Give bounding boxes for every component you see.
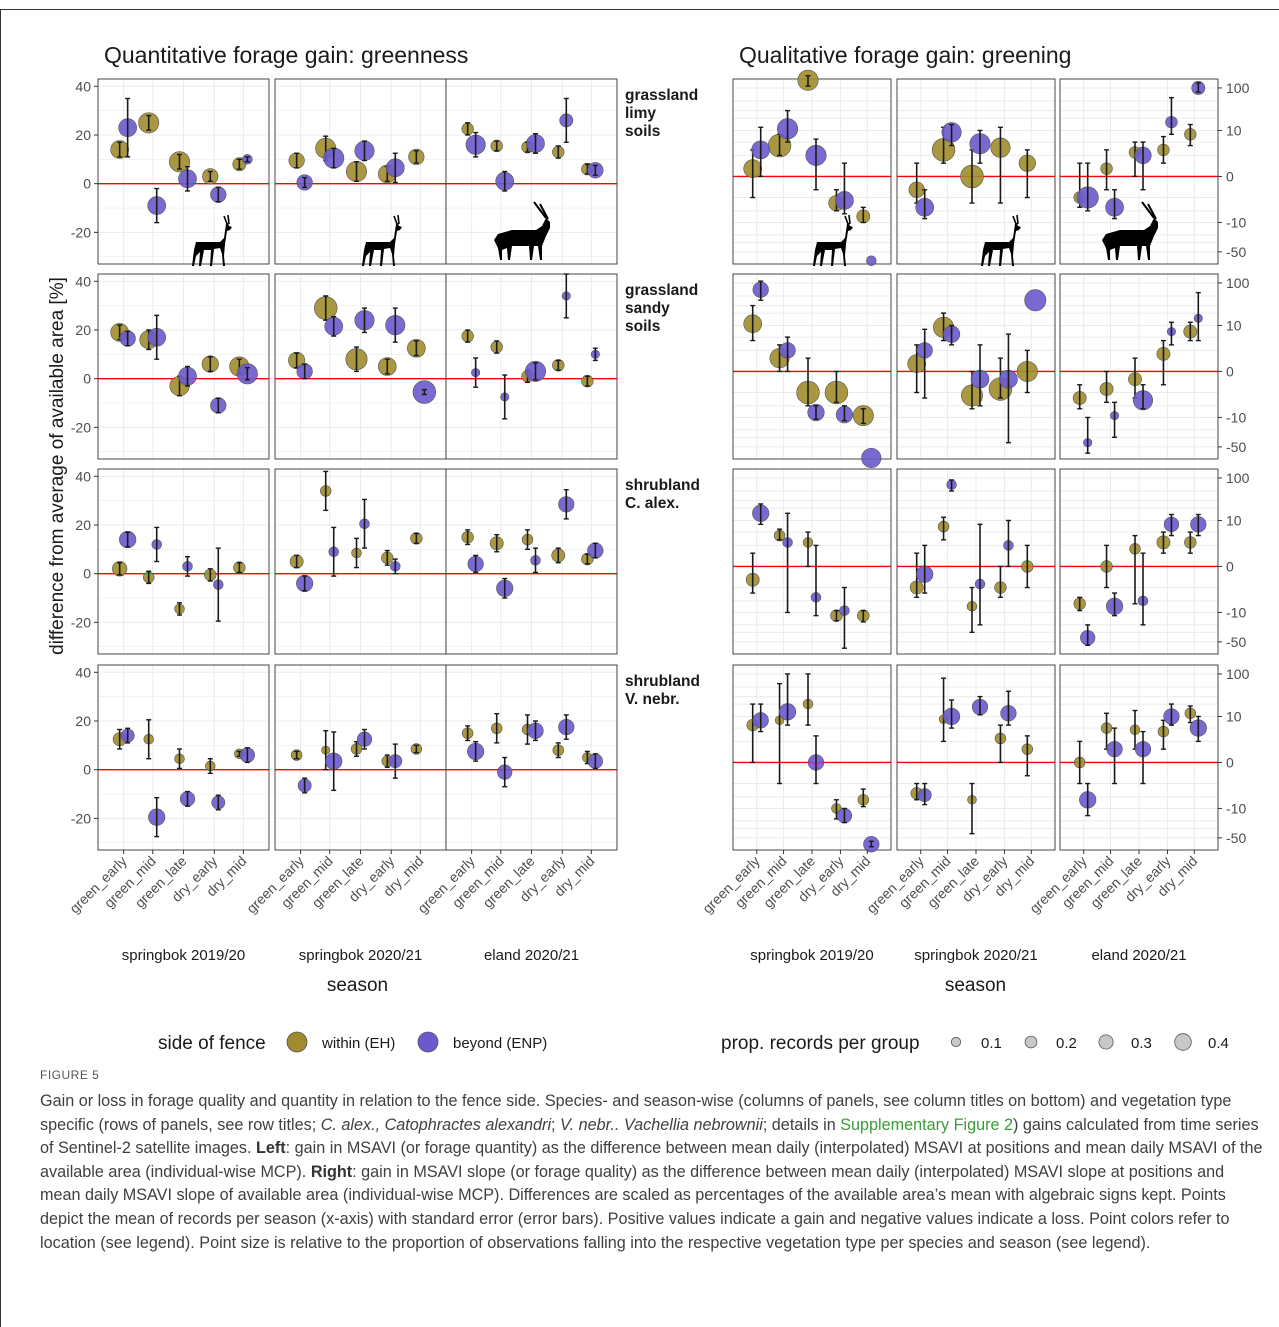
caption-taxon-1: C. alex., Catophractes alexandri	[321, 1116, 551, 1134]
y-tick-label: -50	[1226, 634, 1246, 650]
caption-right-label: Right	[311, 1163, 352, 1181]
y-tick-label: 100	[1226, 275, 1250, 291]
y-tick-label: 100	[1226, 666, 1250, 682]
caption-text: Gain or loss in forage quality and quant…	[40, 1090, 1265, 1255]
chart-title: Quantitative forage gain: greenness	[104, 42, 468, 68]
y-tick-label: -20	[71, 419, 91, 435]
figure-label: FIGURE 5	[40, 1068, 1265, 1082]
y-tick-label: -20	[71, 224, 91, 240]
y-tick-label: -10	[1226, 800, 1246, 816]
y-tick-label: 10	[1226, 317, 1242, 333]
y-tick-label: 0	[1226, 754, 1234, 770]
y-tick-label: 0	[83, 566, 91, 582]
y-tick-label: -50	[1226, 830, 1246, 846]
legend-size-title: prop. records per group	[721, 1033, 920, 1054]
legend-beyond-key	[418, 1032, 438, 1052]
facet-column-label: springbok 2019/20	[750, 947, 873, 964]
y-tick-label: 10	[1226, 512, 1242, 528]
figure-caption: FIGURE 5 Gain or loss in forage quality …	[40, 1068, 1265, 1255]
y-tick-label: 10	[1226, 708, 1242, 724]
legend-size-label: 0.1	[981, 1035, 1002, 1052]
facet-column-label: springbok 2020/21	[299, 947, 422, 964]
beyond-point	[866, 256, 876, 266]
y-tick-label: 0	[83, 176, 91, 192]
facet-column-label: eland 2020/21	[484, 947, 579, 964]
legend-size-key	[1025, 1036, 1037, 1048]
legend-size-label: 0.3	[1131, 1035, 1152, 1052]
y-tick-label: 40	[75, 664, 91, 680]
y-tick-label: 0	[1226, 558, 1234, 574]
caption-left-label: Left	[256, 1139, 286, 1157]
legend-size-label: 0.2	[1056, 1035, 1077, 1052]
y-tick-label: 20	[75, 713, 91, 729]
y-tick-label: 0	[1226, 168, 1234, 184]
legend-within-key	[287, 1032, 307, 1052]
caption-separator: ;	[551, 1116, 560, 1134]
y-tick-label: 100	[1226, 470, 1250, 486]
legend-beyond-label: beyond (ENP)	[453, 1035, 547, 1052]
facet-row-label: shrubland V. nebr.	[625, 673, 700, 708]
y-tick-label: 0	[1226, 363, 1234, 379]
y-tick-label: 40	[75, 78, 91, 94]
y-tick-label: 20	[75, 127, 91, 143]
y-tick-label: -50	[1226, 439, 1246, 455]
y-tick-label: 100	[1226, 80, 1250, 96]
y-tick-label: 40	[75, 273, 91, 289]
caption-taxon-2: V. nebr.. Vachellia nebrownii	[560, 1116, 763, 1134]
y-tick-label: -10	[1226, 409, 1246, 425]
caption-part-2: ; details in	[763, 1116, 840, 1134]
beyond-point	[862, 448, 881, 467]
y-tick-label: -20	[71, 614, 91, 630]
y-tick-label: -10	[1226, 214, 1246, 230]
supplementary-figure-link[interactable]: Supplementary Figure 2	[840, 1116, 1013, 1134]
beyond-point	[1025, 290, 1046, 311]
legend-fill-title: side of fence	[158, 1033, 266, 1054]
y-tick-label: 0	[83, 371, 91, 387]
y-tick-label: 20	[75, 517, 91, 533]
figure-plot: -2002040-2002040-2002040-2002040green_ea…	[0, 0, 1279, 1060]
y-tick-label: 10	[1226, 122, 1242, 138]
x-axis-title: season	[327, 975, 388, 996]
y-tick-label: -10	[1226, 604, 1246, 620]
chart-title: Qualitative forage gain: greening	[739, 42, 1071, 68]
x-axis-title: season	[945, 975, 1006, 996]
legend-size-key	[951, 1037, 960, 1046]
legend-size-label: 0.4	[1208, 1035, 1229, 1052]
facet-row-label: grassland sandy soils	[625, 282, 698, 335]
y-axis-title: difference from average of available are…	[47, 277, 68, 655]
y-tick-label: 40	[75, 468, 91, 484]
y-tick-label: -20	[71, 810, 91, 826]
facet-column-label: springbok 2020/21	[914, 947, 1037, 964]
legend-size-key	[1099, 1035, 1113, 1049]
y-tick-label: 20	[75, 322, 91, 338]
facet-column-label: springbok 2019/20	[122, 947, 245, 964]
facet-column-label: eland 2020/21	[1091, 947, 1186, 964]
legend-within-label: within (EH)	[321, 1035, 395, 1052]
facet-row-label: grassland limy soils	[625, 87, 698, 140]
facet-row-label: shrubland C. alex.	[625, 477, 700, 512]
legend-size-key	[1175, 1034, 1192, 1051]
y-tick-label: 0	[83, 762, 91, 778]
y-tick-label: -50	[1226, 244, 1246, 260]
